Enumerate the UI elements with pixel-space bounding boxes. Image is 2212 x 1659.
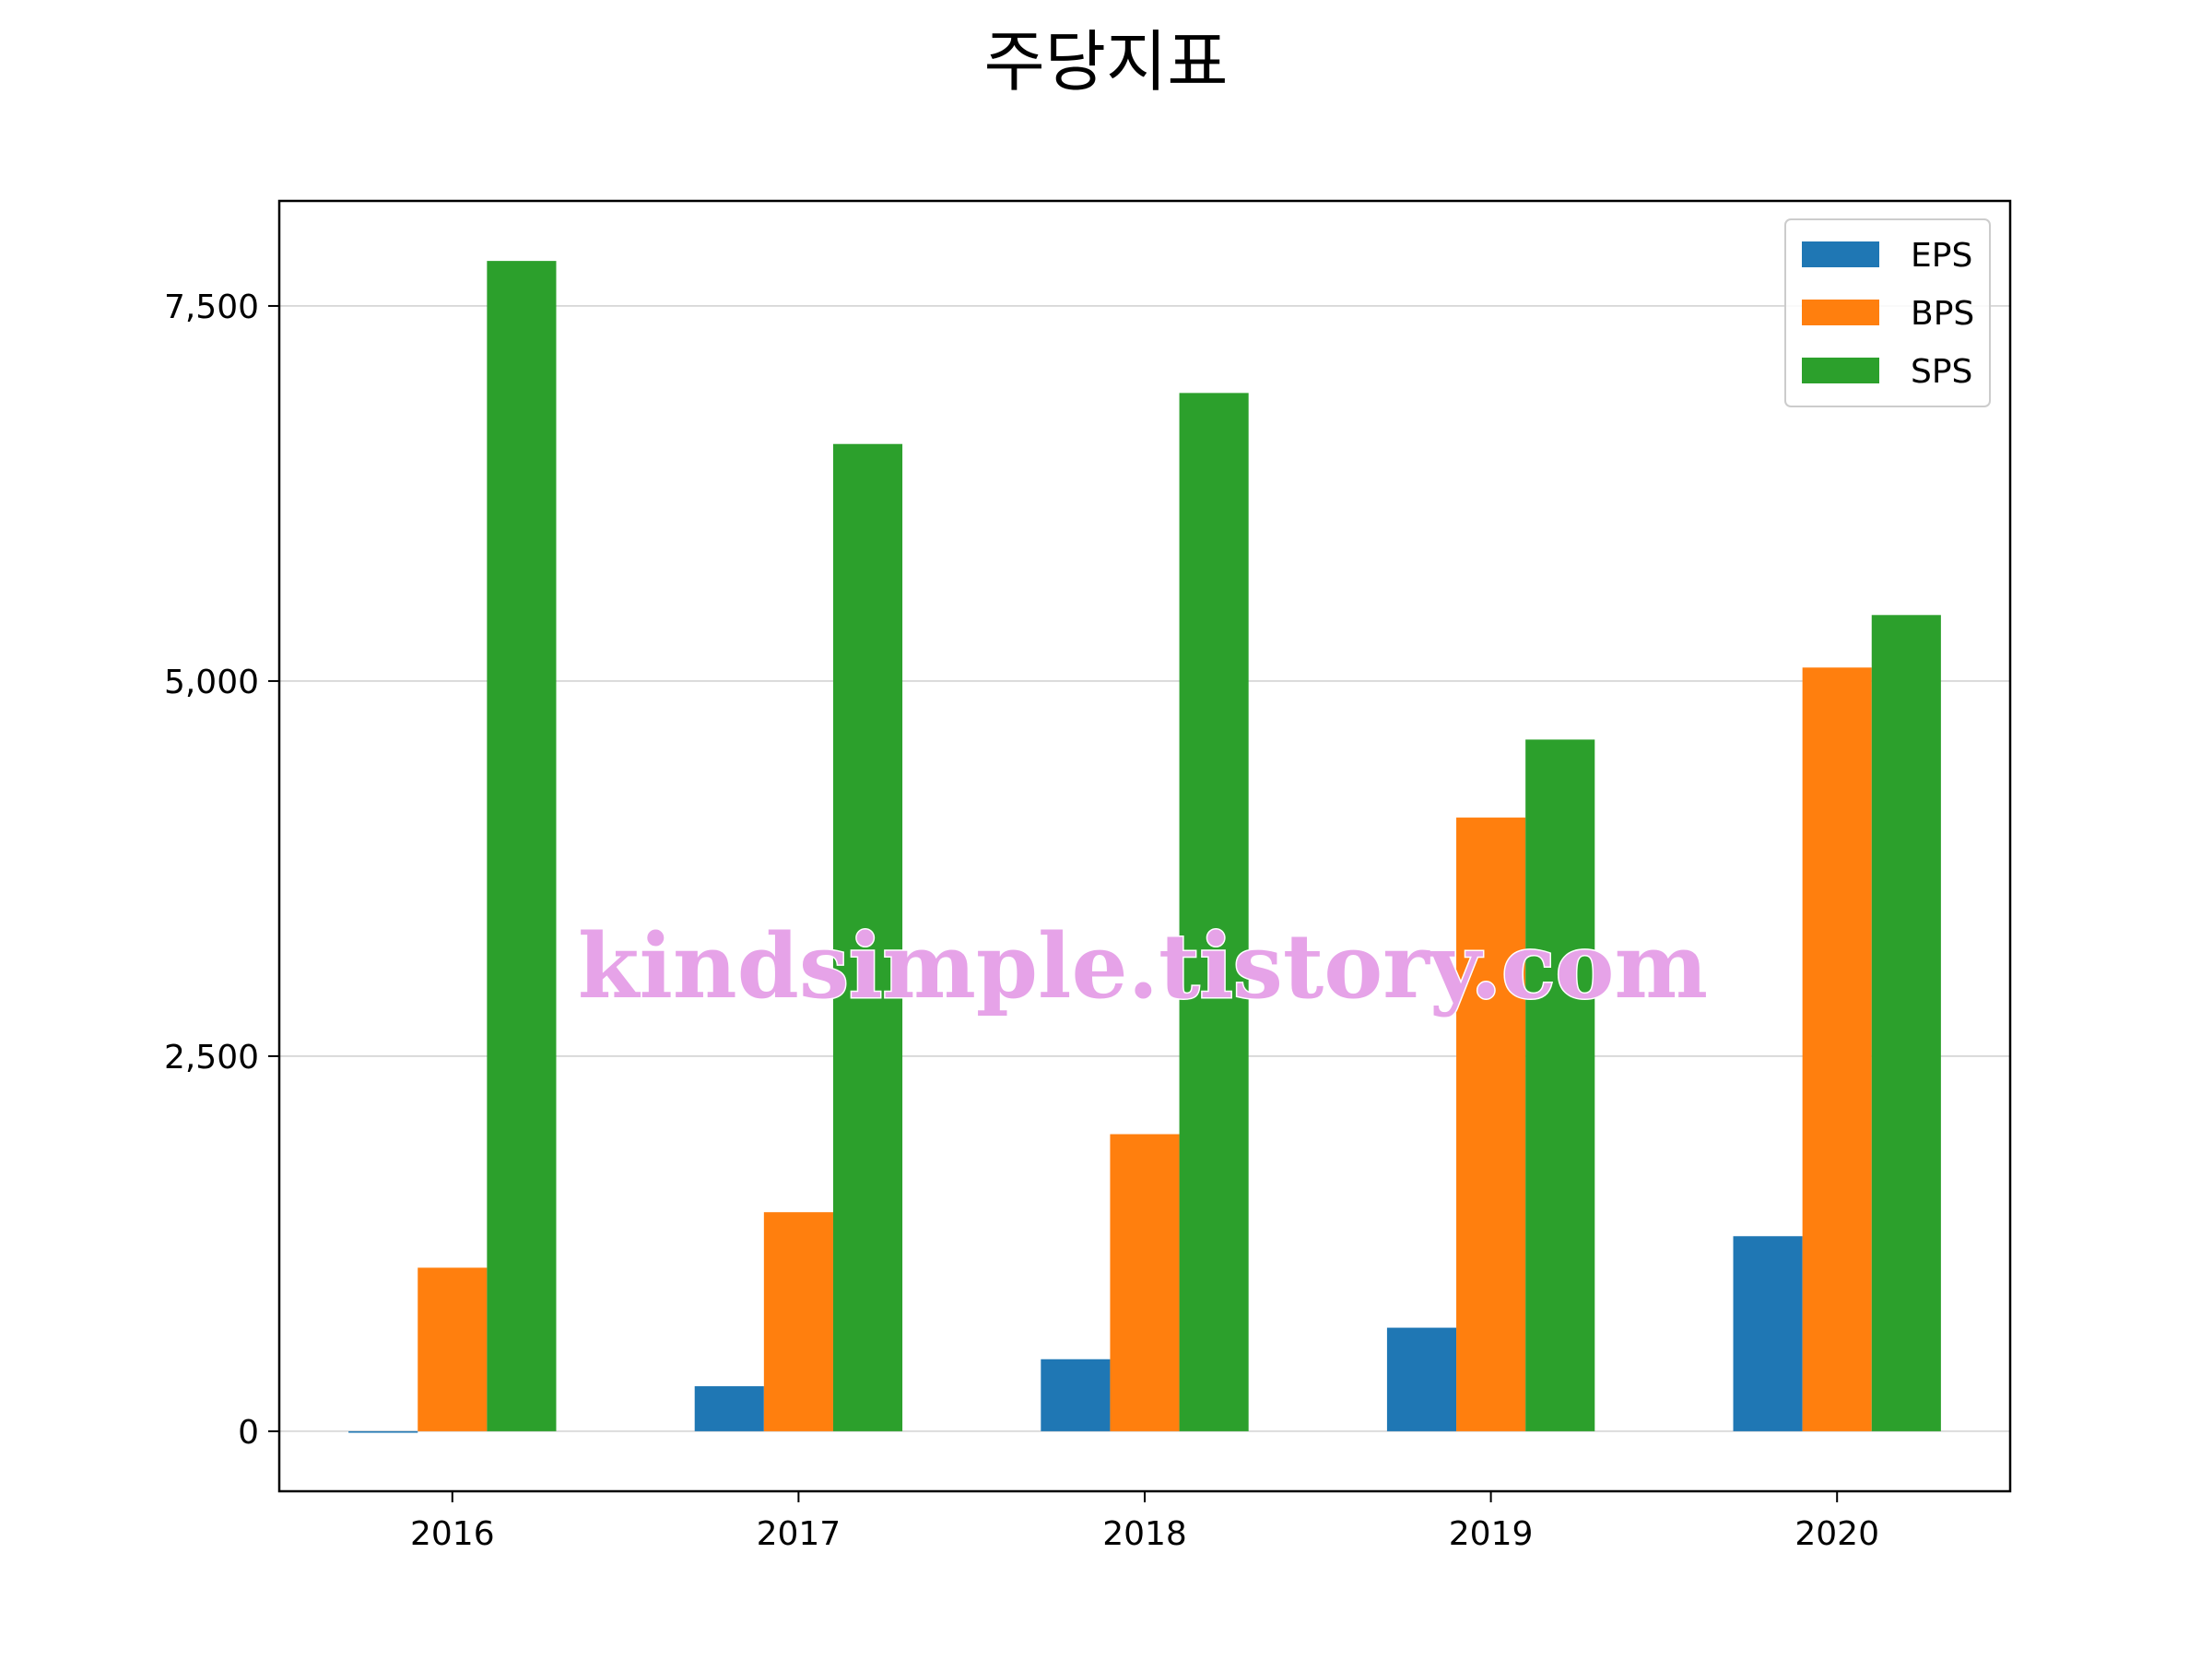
legend-swatch-bps — [1802, 300, 1879, 325]
watermark: kindsimple.tistory.com — [578, 914, 1708, 1018]
x-tick-label: 2018 — [1102, 1515, 1187, 1553]
bar-eps-2017 — [694, 1386, 764, 1431]
bar-bps-2018 — [1110, 1134, 1180, 1431]
y-tick-label: 2,500 — [164, 1039, 259, 1077]
bar-sps-2019 — [1525, 739, 1595, 1431]
legend-swatch-sps — [1802, 358, 1879, 383]
bars — [348, 261, 1941, 1433]
x-tick-label: 2017 — [757, 1515, 841, 1553]
bar-sps-2020 — [1871, 615, 1941, 1431]
bar-eps-2020 — [1733, 1236, 1803, 1431]
bar-eps-2018 — [1041, 1359, 1111, 1431]
bar-bps-2016 — [418, 1267, 488, 1431]
legend-label-bps: BPS — [1911, 295, 1974, 333]
bar-eps-2019 — [1386, 1327, 1457, 1431]
bar-sps-2017 — [832, 443, 903, 1431]
legend-label-sps: SPS — [1911, 353, 1972, 391]
x-axis: 2016 2017 2018 2019 2020 — [410, 1491, 1879, 1553]
y-axis: 0 2,500 5,000 7,500 — [164, 288, 279, 1452]
legend-swatch-eps — [1802, 241, 1879, 267]
bar-sps-2018 — [1179, 393, 1249, 1431]
bar-bps-2020 — [1802, 667, 1872, 1431]
bar-bps-2019 — [1456, 818, 1526, 1431]
x-tick-label: 2020 — [1794, 1515, 1879, 1553]
y-tick-label: 0 — [238, 1414, 259, 1452]
x-tick-label: 2016 — [410, 1515, 495, 1553]
x-tick-label: 2019 — [1449, 1515, 1534, 1553]
y-tick-label: 7,500 — [164, 288, 259, 326]
bar-sps-2016 — [487, 261, 557, 1431]
legend: EPS BPS SPS — [1784, 218, 1991, 407]
chart-title: 주당지표 — [984, 23, 1229, 100]
legend-label-eps: EPS — [1911, 237, 1972, 275]
y-tick-label: 5,000 — [164, 664, 259, 701]
bar-eps-2016 — [348, 1430, 418, 1433]
bar-bps-2017 — [763, 1212, 833, 1431]
